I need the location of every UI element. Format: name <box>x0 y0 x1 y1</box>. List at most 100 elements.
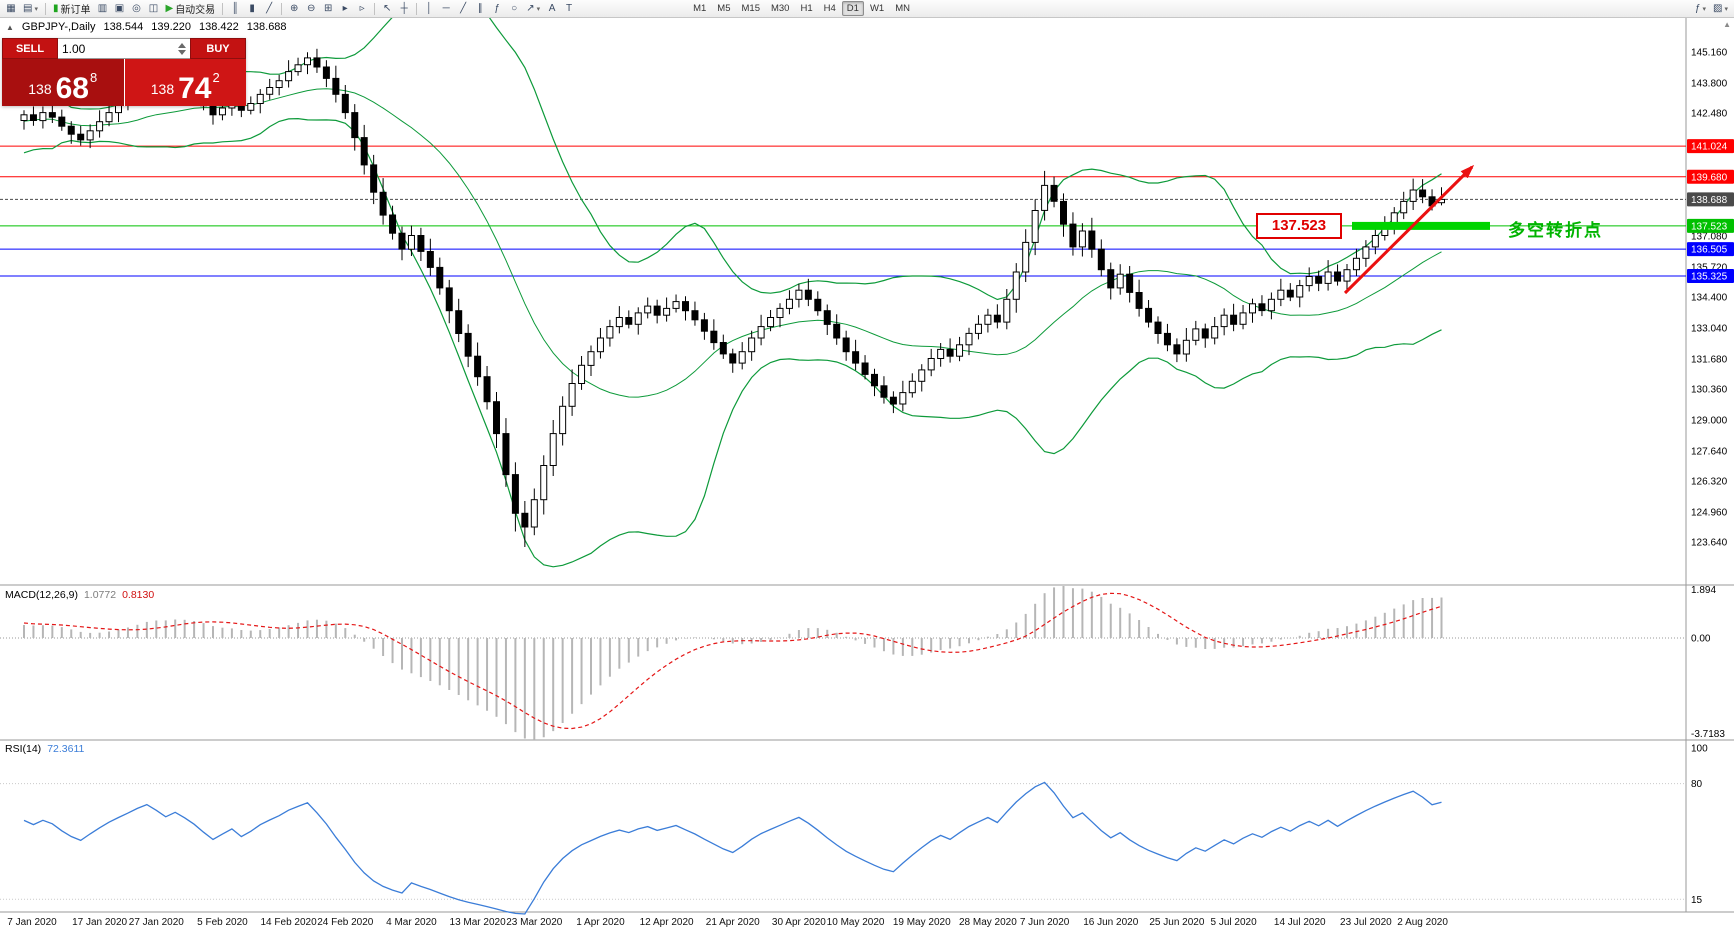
timeframe-m1[interactable]: M1 <box>693 3 707 14</box>
timeframe-m5[interactable]: M5 <box>717 3 731 14</box>
volume-field[interactable]: 1.00 <box>58 38 190 59</box>
main-price-pane[interactable] <box>0 0 1686 568</box>
timeframe-w1[interactable]: W1 <box>869 3 885 14</box>
axis-label: 130.360 <box>1691 384 1728 395</box>
turning-point-note[interactable]: 多空转折点 <box>1508 221 1603 240</box>
candle <box>1343 269 1351 282</box>
candle <box>653 305 661 316</box>
channel-button[interactable]: ∥ <box>472 1 488 16</box>
candle <box>1078 230 1086 248</box>
data-window-icon: ▣ <box>114 2 125 14</box>
candle <box>1069 223 1077 248</box>
zoom-in-icon: ⊕ <box>289 2 299 14</box>
market-watch-button[interactable]: ▥ <box>94 1 110 16</box>
data-window-button[interactable]: ▣ <box>111 1 127 16</box>
candle <box>294 64 302 73</box>
horizontal-line-icon: ─ <box>442 2 450 14</box>
trendline-button[interactable]: ╱ <box>455 1 471 16</box>
scrollbar-up-icon[interactable]: ▲ <box>1723 20 1731 29</box>
date-label: 16 Jun 2020 <box>1083 917 1138 928</box>
channel-icon: ∥ <box>477 2 483 14</box>
timeframe-h1[interactable]: H1 <box>800 3 813 14</box>
text-button[interactable]: A <box>544 1 560 16</box>
crosshair-button[interactable]: ┼ <box>396 1 412 16</box>
new-chart-button[interactable]: ▦ <box>3 1 19 16</box>
buy-price-pips: 74 <box>178 71 212 105</box>
timeframe-d1[interactable]: D1 <box>841 1 864 16</box>
axis-label: 131.680 <box>1691 354 1728 365</box>
chart-profiles-icon: ▤ <box>23 2 33 14</box>
vertical-line-button[interactable]: │ <box>421 1 437 16</box>
rsi-indicator-label: RSI(14) 72.3611 <box>5 743 84 755</box>
new-order-button[interactable]: ▮ 新订单 <box>50 1 94 16</box>
date-label: 5 Jul 2020 <box>1211 917 1258 928</box>
candles <box>20 48 1445 547</box>
terminal-button[interactable]: ◫ <box>145 1 161 16</box>
volume-up-icon[interactable] <box>178 42 186 48</box>
volume-down-icon[interactable] <box>178 49 186 55</box>
buy-price-box[interactable]: 138 74 2 <box>124 59 246 106</box>
price-level-callout[interactable]: 137.523 <box>1256 213 1342 239</box>
templates-button[interactable]: ▨ ▾ <box>1710 1 1731 16</box>
navigator-button[interactable]: ◎ <box>128 1 144 16</box>
price-axis[interactable]: 145.160 143.800 142.480 137.080 135.720 134.4… <box>1687 48 1734 906</box>
shapes-button[interactable]: ○ <box>506 1 522 16</box>
autotrading-button[interactable]: ▶ 自动交易 <box>162 1 218 16</box>
buy-button[interactable]: BUY <box>190 38 246 59</box>
line-chart-button[interactable]: ╱ <box>261 1 277 16</box>
timeframe-h4[interactable]: H4 <box>823 3 836 14</box>
bar-chart-button[interactable]: ║ <box>227 1 243 16</box>
auto-scroll-icon: ▸ <box>342 2 348 14</box>
sell-button[interactable]: SELL <box>2 38 58 59</box>
axis-label: 15 <box>1691 895 1703 906</box>
sell-price-box[interactable]: 138 68 8 <box>2 59 125 106</box>
text-label-button[interactable]: T <box>561 1 577 16</box>
navigator-icon: ◎ <box>132 2 141 14</box>
date-label: 14 Feb 2020 <box>261 917 318 928</box>
candle <box>1201 328 1209 339</box>
timeframe-m30[interactable]: M30 <box>770 3 790 14</box>
date-label: 27 Jan 2020 <box>129 917 184 928</box>
axis-label: -3.7183 <box>1691 729 1725 740</box>
fibonacci-button[interactable]: ƒ <box>489 1 505 16</box>
candle <box>511 474 519 514</box>
macd-pane[interactable] <box>0 586 1686 740</box>
sell-price-point: 8 <box>90 70 98 85</box>
one-click-trading-widget: SELL 1.00 BUY 138 68 8 138 74 2 <box>2 38 246 106</box>
candle <box>464 332 472 357</box>
timeframe-m15[interactable]: M15 <box>741 3 760 14</box>
date-axis[interactable]: 7 Jan 2020 17 Jan 2020 27 Jan 2020 5 Feb 20… <box>7 917 1448 928</box>
candle <box>1097 248 1105 271</box>
indicators-button[interactable]: ƒ ▾ <box>1692 1 1709 16</box>
candlestick-chart-button[interactable]: ▮ <box>244 1 260 16</box>
trend-arrow[interactable] <box>1343 164 1475 295</box>
cursor-button[interactable]: ↖ <box>379 1 395 16</box>
tile-windows-button[interactable]: ⊞ <box>320 1 336 16</box>
axis-label: 100 <box>1691 744 1708 755</box>
timeframe-mn[interactable]: MN <box>895 3 910 14</box>
buy-price-figure: 138 <box>150 81 175 97</box>
rsi-pane[interactable] <box>0 781 1686 915</box>
collapse-panel-icon[interactable]: ▲ <box>6 22 14 32</box>
horizontal-line-button[interactable]: ─ <box>438 1 454 16</box>
date-label: 13 Mar 2020 <box>450 917 507 928</box>
chevron-down-icon: ▾ <box>1724 5 1728 13</box>
turning-point-bar[interactable] <box>1352 221 1490 230</box>
toolbar-separator <box>374 2 376 15</box>
candle <box>77 133 85 141</box>
bollinger-lower <box>23 117 1442 568</box>
candle <box>889 396 897 405</box>
zoom-out-button[interactable]: ⊖ <box>303 1 319 16</box>
candle <box>493 401 500 435</box>
chart-profiles-button[interactable]: ▤ ▾ <box>20 1 41 16</box>
candle <box>1135 292 1143 309</box>
arrows-button[interactable]: ↗ ▾ <box>523 1 543 16</box>
date-label: 17 Jan 2020 <box>72 917 127 928</box>
candle <box>1145 307 1153 323</box>
auto-scroll-button[interactable]: ▸ <box>337 1 353 16</box>
candle <box>814 298 822 312</box>
candle <box>1163 332 1171 346</box>
zoom-in-button[interactable]: ⊕ <box>286 1 302 16</box>
chart-shift-button[interactable]: ▹ <box>354 1 370 16</box>
